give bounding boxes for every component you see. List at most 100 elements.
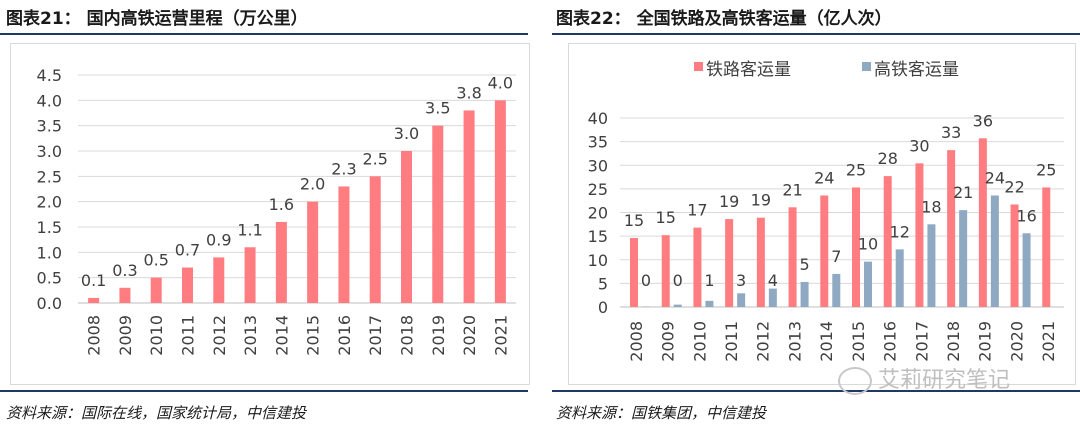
data-label-high-speed: 24 xyxy=(985,168,1005,187)
x-tick-label: 2019 xyxy=(976,321,995,362)
left-title-rule xyxy=(0,33,528,35)
left-chart-title: 图表21： 国内高铁运营里程（万公里） xyxy=(6,9,308,29)
data-label: 4.0 xyxy=(488,73,513,92)
data-label-railway: 17 xyxy=(687,201,707,220)
x-tick-label: 2008 xyxy=(627,321,646,362)
bar-railway xyxy=(820,195,829,307)
y-tick-label: 30 xyxy=(588,156,608,175)
x-tick-label: 2010 xyxy=(690,321,709,362)
bar-railway xyxy=(1010,204,1019,307)
bar-high-speed xyxy=(673,304,682,307)
x-tick-label: 2011 xyxy=(722,321,741,362)
x-tick-label: 2017 xyxy=(912,321,931,362)
bar xyxy=(432,125,444,304)
data-label-high-speed: 0 xyxy=(673,271,683,290)
watermark-text: 艾莉研究笔记 xyxy=(878,368,1011,393)
y-tick-label: 4.5 xyxy=(37,66,62,85)
x-tick-label: 2018 xyxy=(944,321,963,362)
data-label: 1.1 xyxy=(237,220,262,239)
bar-high-speed xyxy=(1022,233,1031,307)
data-label-railway: 15 xyxy=(656,208,676,227)
data-label: 0.7 xyxy=(175,241,200,260)
x-tick-label: 2016 xyxy=(335,315,354,356)
data-label-railway: 24 xyxy=(814,168,834,187)
y-tick-label: 0.0 xyxy=(37,294,62,313)
bar-railway xyxy=(852,187,860,307)
bar xyxy=(244,247,256,303)
bar-high-speed xyxy=(864,261,872,307)
data-label-high-speed: 0 xyxy=(641,271,651,290)
data-label: 0.5 xyxy=(143,251,168,270)
right-chart-title: 图表22： 全国铁路及高铁客运量（亿人次） xyxy=(556,9,892,29)
bar xyxy=(88,297,100,303)
bar-high-speed xyxy=(800,281,809,307)
data-label-railway: 33 xyxy=(941,123,961,142)
left-source-rule xyxy=(0,390,528,392)
x-tick-label: 2012 xyxy=(210,315,229,356)
data-label: 0.9 xyxy=(206,230,231,249)
right-source-note: 资料来源：国铁集团，中信建投 xyxy=(556,404,767,422)
x-tick-label: 2011 xyxy=(179,315,198,356)
watermark: 艾莉研究笔记 xyxy=(838,362,1010,395)
data-label-railway: 19 xyxy=(751,191,771,210)
y-tick-label: 25 xyxy=(588,180,608,199)
bar xyxy=(369,176,381,303)
data-label-high-speed: 12 xyxy=(890,222,910,241)
x-tick-label: 2013 xyxy=(785,321,804,362)
bar xyxy=(150,277,162,303)
bar-railway xyxy=(947,150,956,307)
data-label-high-speed: 21 xyxy=(953,183,973,202)
x-tick-label: 2008 xyxy=(85,315,104,356)
data-label: 3.5 xyxy=(425,99,450,118)
bar-high-speed xyxy=(768,288,777,307)
bar xyxy=(182,267,193,303)
data-label-high-speed: 10 xyxy=(858,235,878,254)
data-label: 0.3 xyxy=(112,261,137,280)
right-source-rule xyxy=(552,390,1080,392)
data-label-railway: 28 xyxy=(878,149,898,168)
data-label: 3.8 xyxy=(456,83,481,102)
bar-high-speed xyxy=(959,210,968,307)
y-tick-label: 1.0 xyxy=(37,243,62,262)
bar xyxy=(338,186,350,303)
data-label-railway: 25 xyxy=(846,160,866,179)
bar-high-speed xyxy=(895,249,904,307)
y-tick-label: 20 xyxy=(588,204,608,223)
bar-high-speed xyxy=(737,293,746,307)
left-bar-chart: 0.0 0.5 1.0 1.5 2.0 2.5 3.0 3.5 4.0 4.5 0.1 2008 0.3… xyxy=(37,66,516,356)
data-label-railway: 36 xyxy=(973,111,993,130)
bar xyxy=(275,221,287,303)
bar-high-speed xyxy=(927,224,936,307)
data-label-high-speed: 7 xyxy=(831,247,841,266)
data-label-high-speed: 18 xyxy=(921,197,941,216)
x-tick-label: 2012 xyxy=(754,321,773,362)
bar xyxy=(401,151,412,303)
bar-high-speed xyxy=(705,300,714,307)
y-tick-label: 1.5 xyxy=(37,218,62,237)
y-tick-label: 3.5 xyxy=(37,117,62,136)
bar-railway xyxy=(915,163,924,307)
legend-swatch xyxy=(694,62,703,71)
bar-railway xyxy=(883,176,892,307)
right-title-rule xyxy=(552,33,1080,35)
y-tick-label: 2.0 xyxy=(37,193,62,212)
bar-high-speed xyxy=(990,195,999,307)
x-tick-label: 2016 xyxy=(881,321,900,362)
y-tick-label: 40 xyxy=(588,109,608,128)
y-tick-label: 0 xyxy=(598,298,608,317)
y-tick-label: 4.0 xyxy=(37,91,62,110)
x-tick-label: 2021 xyxy=(1039,321,1058,362)
legend-label: 铁路客运量 xyxy=(706,60,791,80)
x-tick-label: 2009 xyxy=(659,321,678,362)
bar-railway xyxy=(725,219,734,307)
data-label-high-speed: 1 xyxy=(704,271,714,290)
y-tick-label: 3.0 xyxy=(37,142,62,161)
bar-railway xyxy=(661,235,670,307)
y-tick-label: 0.5 xyxy=(37,269,62,288)
data-label-railway: 19 xyxy=(719,192,739,211)
y-tick-label: 35 xyxy=(588,133,608,152)
data-label-railway: 22 xyxy=(1004,177,1024,196)
bar-railway xyxy=(1042,187,1051,307)
bar-high-speed xyxy=(832,273,841,307)
